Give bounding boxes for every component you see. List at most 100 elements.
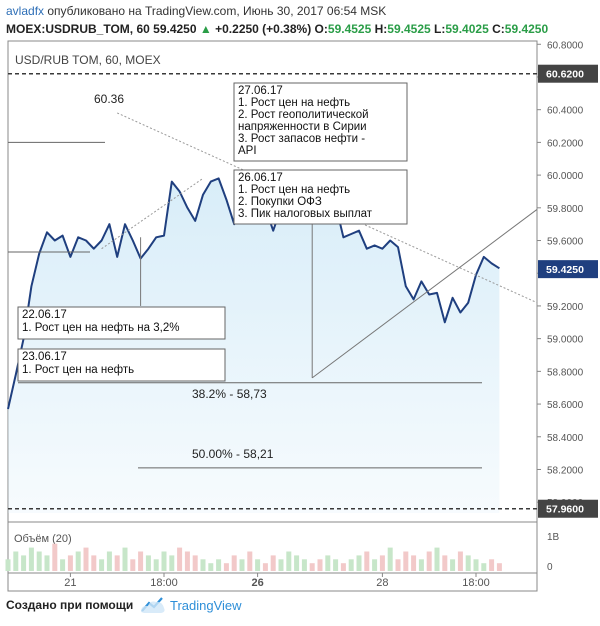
volume-bar: [83, 547, 89, 571]
volume-bar: [184, 551, 190, 571]
price-label-text: 60.6200: [546, 69, 584, 81]
y-tick-label: 58.4000: [547, 433, 584, 444]
volume-bar: [325, 555, 331, 571]
tradingview-logo[interactable]: TradingView: [140, 595, 300, 617]
volume-bar: [153, 559, 159, 571]
up-trendline-dotted: [101, 177, 204, 250]
volume-bar: [457, 551, 463, 571]
volume-bar: [473, 559, 479, 571]
y-tick-label: 60.4000: [547, 106, 584, 117]
y-tick-label: 59.8000: [547, 204, 584, 215]
high-label: H:: [374, 22, 388, 36]
volume-bar: [434, 547, 440, 571]
x-tick-label: 28: [376, 577, 388, 589]
volume-bar: [262, 563, 268, 571]
note-box: [17, 348, 226, 382]
note-line: 23.06.17: [22, 351, 67, 363]
note-line: 22.06.17: [22, 309, 67, 321]
price-label-text: 59.4250: [546, 264, 584, 276]
note-box: [17, 306, 226, 340]
volume-bar: [270, 555, 276, 571]
x-tick-label: 18:00: [462, 577, 490, 589]
y-tick-label: 58.6000: [547, 400, 584, 411]
y-tick-label: 60.0000: [547, 171, 584, 182]
peak-label: 60.36: [94, 92, 124, 106]
volume-bar: [403, 551, 409, 571]
fib-382-label: 38.2% - 58,73: [192, 387, 267, 401]
volume-bar: [122, 547, 128, 571]
note-line: 27.06.17: [238, 85, 283, 97]
volume-bar: [387, 547, 393, 571]
up-trendline: [311, 209, 538, 379]
volume-bar: [13, 551, 19, 571]
note-line: 1. Рост цен на нефть: [238, 97, 350, 109]
volume-bar: [247, 551, 253, 571]
up-arrow-icon: ▲: [199, 22, 212, 36]
last-price: 59.4250: [153, 22, 197, 36]
volume-bar: [496, 563, 502, 571]
volume-bar: [340, 563, 346, 571]
low-label: L:: [434, 22, 446, 36]
volume-bar: [44, 555, 50, 571]
volume-bar: [52, 543, 58, 571]
high-value: 59.4525: [387, 22, 431, 36]
price-area: [8, 178, 500, 513]
change-value: +0.2250 (+0.38%): [215, 22, 312, 36]
note-line: API: [238, 145, 257, 157]
author-link[interactable]: avladfx: [6, 4, 45, 18]
note-line: 1. Рост цен на нефть: [238, 184, 350, 196]
volume-bar: [231, 555, 237, 571]
volume-bar: [450, 559, 456, 571]
price-label-box: [538, 64, 598, 83]
volume-bar: [489, 559, 495, 571]
footer-credit: Создано при помощи: [6, 598, 134, 612]
close-label: C:: [492, 22, 505, 36]
volume-bar: [5, 559, 11, 571]
volume-bar: [200, 559, 206, 571]
y-tick-label: 59.6000: [547, 237, 584, 248]
y-tick-label: 58.2000: [547, 465, 584, 476]
y-tick-label: 60.8000: [547, 40, 584, 51]
volume-bar: [114, 555, 120, 571]
fib-50-label: 50.00% - 58,21: [192, 447, 274, 461]
note-line: 2. Рост геополитической: [238, 109, 369, 121]
volume-bar: [161, 551, 167, 571]
volume-bar: [138, 551, 144, 571]
note-line: 2. Покупки ОФЗ: [238, 196, 322, 208]
volume-bar: [67, 555, 73, 571]
note-line: напряженности в Сирии: [238, 121, 367, 133]
y-tick-label: 60.2000: [547, 138, 584, 149]
price-label-text: 57.9600: [546, 504, 584, 516]
x-tick-label: 26: [251, 577, 263, 589]
volume-bar: [169, 555, 175, 571]
open-label: O:: [314, 22, 328, 36]
volume-bar: [106, 551, 112, 571]
note-line: 1. Рост цен на нефть на 3,2%: [22, 322, 179, 334]
volume-bar: [294, 555, 300, 571]
published-text: опубликовано на TradingView.com, Июнь 30…: [47, 4, 387, 18]
note-line: 26.06.17: [238, 172, 283, 184]
ohlc-header: MOEX:USDRUB_TOM, 60 59.4250 ▲ +0.2250 (+…: [6, 22, 548, 36]
volume-bar: [301, 559, 307, 571]
publish-info: avladfx опубликовано на TradingView.com,…: [6, 4, 386, 18]
volume-bar: [28, 547, 34, 571]
y-tick-label: 59.2000: [547, 302, 584, 313]
volume-bar: [192, 555, 198, 571]
symbol: MOEX:USDRUB_TOM, 60: [6, 22, 150, 36]
volume-bar: [356, 555, 362, 571]
volume-bar: [278, 559, 284, 571]
volume-bar: [372, 559, 378, 571]
price-label-box: [538, 260, 598, 279]
down-trendline: [116, 112, 538, 304]
price-label-box: [538, 499, 598, 518]
note-box: [233, 169, 408, 225]
volume-bar: [418, 559, 424, 571]
note-line: 3. Пик налоговых выплат: [238, 208, 373, 220]
volume-bar: [395, 559, 401, 571]
volume-bar: [333, 559, 339, 571]
volume-bar: [99, 559, 105, 571]
volume-bar: [255, 559, 261, 571]
volume-bar: [223, 563, 229, 571]
volume-bar: [348, 559, 354, 571]
